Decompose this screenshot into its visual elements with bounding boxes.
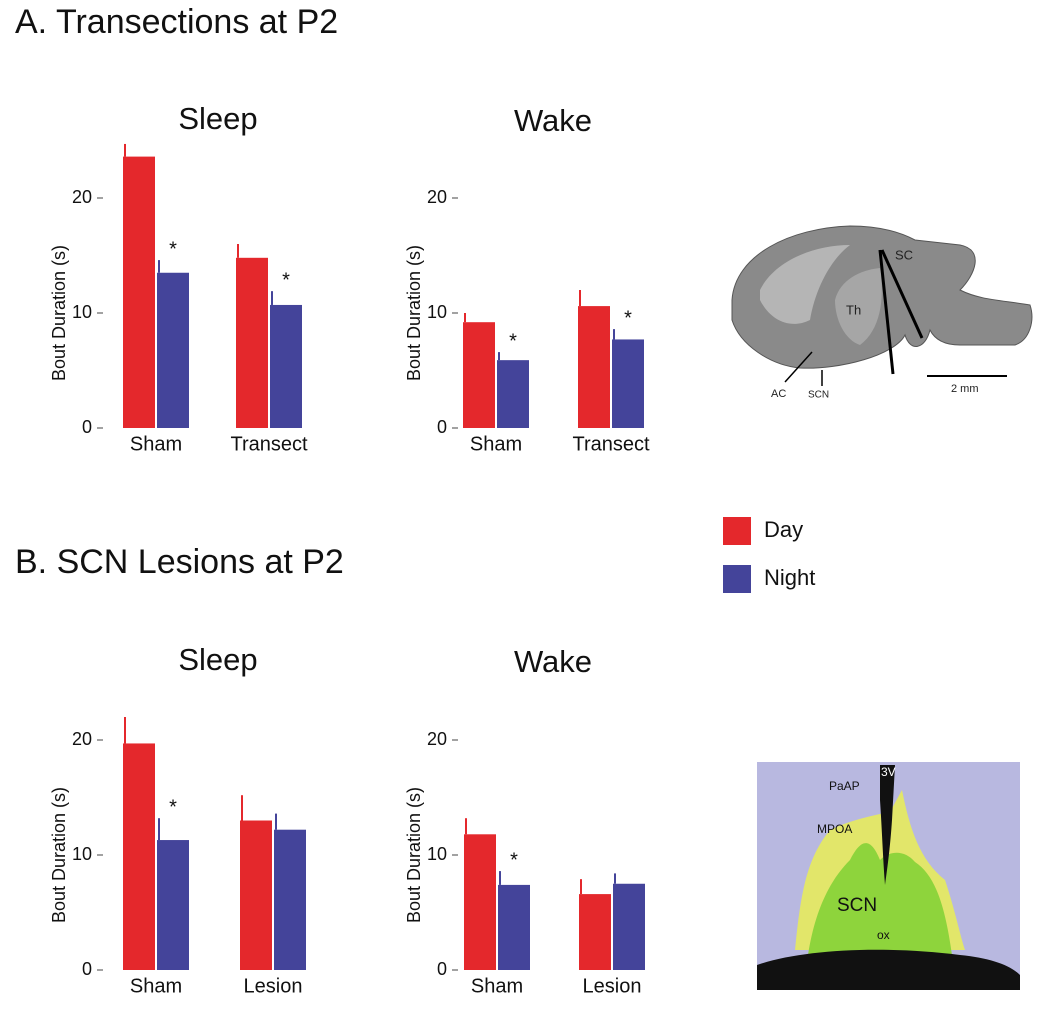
y-axis-label: Bout Duration (s) bbox=[49, 787, 69, 923]
y-tick-label: 0 bbox=[437, 959, 447, 979]
image-label: MPOA bbox=[817, 822, 852, 836]
chart-title: Sleep bbox=[178, 642, 257, 677]
significance-marker: * bbox=[169, 796, 177, 818]
significance-marker: * bbox=[510, 849, 518, 871]
legend-swatch bbox=[723, 517, 751, 545]
x-tick-label: Sham bbox=[470, 433, 522, 455]
bar bbox=[498, 884, 530, 970]
chart-title: Wake bbox=[514, 103, 592, 138]
optic-chiasm bbox=[757, 949, 1020, 990]
y-tick-label: 0 bbox=[82, 959, 92, 979]
y-axis-label: Bout Duration (s) bbox=[404, 245, 424, 381]
x-tick-label: Transect bbox=[230, 433, 308, 455]
bar bbox=[613, 883, 645, 970]
bar bbox=[240, 820, 272, 970]
x-tick-label: Sham bbox=[471, 975, 523, 997]
significance-marker: * bbox=[282, 269, 290, 291]
bar bbox=[123, 156, 155, 428]
significance-marker: * bbox=[509, 330, 517, 352]
bar bbox=[157, 840, 189, 970]
y-tick-label: 20 bbox=[427, 187, 447, 207]
image-label: SCN bbox=[837, 895, 877, 916]
bar bbox=[464, 834, 496, 970]
y-tick-label: 20 bbox=[72, 187, 92, 207]
image-label: 3V bbox=[881, 765, 896, 779]
image-label: SCN bbox=[808, 390, 829, 401]
cut-line bbox=[878, 249, 895, 375]
y-axis-label: Bout Duration (s) bbox=[404, 787, 424, 923]
bar bbox=[497, 360, 529, 428]
x-tick-label: Transect bbox=[572, 433, 650, 455]
y-tick-label: 0 bbox=[437, 417, 447, 437]
section-title: A. Transections at P2 bbox=[15, 3, 338, 41]
scn-region bbox=[808, 843, 952, 955]
chart-title: Sleep bbox=[178, 101, 257, 136]
image-label: AC bbox=[771, 388, 786, 400]
brain-region bbox=[760, 245, 850, 324]
bar bbox=[578, 306, 610, 428]
x-tick-label: Lesion bbox=[583, 975, 642, 997]
brain-sagittal-image: SC Th AC SCN 2 mm bbox=[731, 225, 1033, 401]
image-label: ox bbox=[877, 928, 890, 942]
bar bbox=[270, 304, 302, 428]
x-tick-label: Sham bbox=[130, 975, 182, 997]
significance-marker: * bbox=[169, 238, 177, 260]
y-tick-label: 0 bbox=[82, 417, 92, 437]
legend-swatch bbox=[723, 565, 751, 593]
significance-marker: * bbox=[624, 307, 632, 329]
y-tick-label: 10 bbox=[72, 302, 92, 322]
chart-title: Wake bbox=[514, 644, 592, 679]
y-axis-label: Bout Duration (s) bbox=[49, 245, 69, 381]
arrow bbox=[784, 351, 813, 383]
image-label: PaAP bbox=[829, 779, 860, 793]
x-tick-label: Lesion bbox=[244, 975, 303, 997]
third-ventricle bbox=[880, 765, 895, 885]
image-label: SC bbox=[895, 247, 913, 262]
y-tick-label: 10 bbox=[72, 844, 92, 864]
y-tick-label: 20 bbox=[72, 729, 92, 749]
bar bbox=[274, 829, 306, 970]
bar bbox=[612, 339, 644, 428]
section-title: B. SCN Lesions at P2 bbox=[15, 543, 344, 581]
brain-region bbox=[835, 268, 882, 345]
image-label: 2 mm bbox=[951, 383, 979, 395]
bar bbox=[579, 894, 611, 970]
bar bbox=[236, 257, 268, 428]
y-tick-label: 20 bbox=[427, 729, 447, 749]
legend-label: Day bbox=[764, 517, 803, 542]
bar bbox=[463, 322, 495, 428]
bar bbox=[123, 743, 155, 970]
image-label: Th bbox=[846, 302, 861, 317]
scn-lesion-image: PaAP 3V MPOA SCN ox bbox=[757, 762, 1020, 990]
x-tick-label: Sham bbox=[130, 433, 182, 455]
y-tick-label: 10 bbox=[427, 844, 447, 864]
y-tick-label: 10 bbox=[427, 302, 447, 322]
cut-line bbox=[880, 249, 924, 339]
bar bbox=[157, 272, 189, 428]
legend-label: Night bbox=[764, 565, 815, 590]
